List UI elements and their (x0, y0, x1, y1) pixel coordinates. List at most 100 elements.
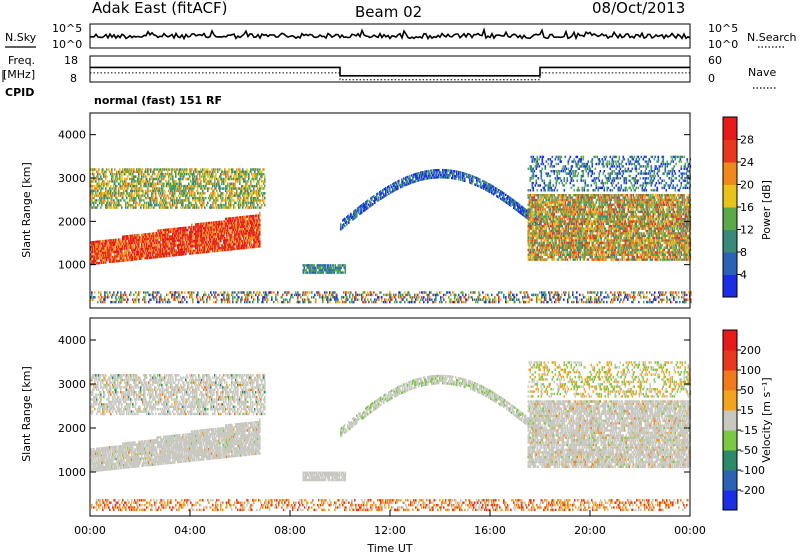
radar-cell (92, 299, 94, 301)
radar-cell (590, 296, 592, 298)
radar-cell (482, 291, 484, 293)
radar-cell (173, 247, 175, 249)
radar-cell (604, 296, 606, 298)
radar-cell (168, 299, 170, 301)
radar-cell (612, 294, 614, 296)
radar-cell (195, 228, 197, 230)
radar-cell (152, 192, 154, 194)
radar-cell (329, 294, 331, 296)
radar-cell (259, 291, 261, 293)
radar-cell (327, 299, 329, 301)
radar-cell (513, 299, 515, 301)
radar-cell (470, 291, 472, 293)
radar-cell (598, 299, 600, 301)
radar-cell (452, 175, 454, 177)
radar-cell (156, 246, 158, 248)
radar-cell (189, 206, 191, 208)
radar-cell (513, 294, 515, 296)
radar-cell (225, 199, 227, 201)
radar-cell (130, 291, 132, 293)
radar-cell (185, 253, 187, 255)
radar-cell (222, 192, 224, 194)
radar-cell (117, 291, 119, 293)
radar-cell (211, 187, 213, 189)
radar-cell (199, 296, 201, 298)
radar-cell (601, 299, 603, 301)
radar-cell (213, 221, 215, 223)
radar-cell (503, 195, 505, 197)
radar-cell (337, 299, 339, 301)
radar-cell (367, 207, 369, 209)
radar-cell (261, 204, 263, 206)
radar-cell (297, 296, 299, 298)
radar-cell (118, 199, 120, 201)
radar-cell (535, 294, 537, 296)
radar-cell (136, 237, 138, 239)
radar-cell (111, 171, 113, 173)
radar-cell (132, 190, 134, 192)
radar-cell (199, 178, 201, 180)
radar-cell (440, 291, 442, 293)
radar-cell (156, 202, 158, 204)
radar-cell (244, 195, 246, 197)
radar-cell (119, 171, 121, 173)
radar-cell (501, 291, 503, 293)
radar-cell (229, 224, 231, 226)
radar-cell (421, 176, 423, 178)
radar-cell (153, 171, 155, 173)
radar-cell (567, 301, 569, 303)
radar-cell (606, 296, 608, 298)
radar-cell (217, 168, 219, 170)
radar-cell (508, 296, 510, 298)
radar-cell (440, 296, 442, 298)
radar-cell (95, 180, 97, 182)
radar-cell (497, 294, 499, 296)
radar-cell (687, 299, 689, 301)
radar-cell (239, 187, 241, 189)
radar-cell (225, 180, 227, 182)
radar-cell (505, 194, 507, 196)
radar-cell (213, 190, 215, 192)
radar-cell (133, 183, 135, 185)
radar-cell (594, 291, 596, 293)
radar-cell (186, 250, 188, 252)
radar-cell (150, 294, 152, 296)
radar-cell (458, 301, 460, 303)
radar-cell (116, 190, 118, 192)
radar-cell (126, 242, 128, 244)
radar-cell (138, 197, 140, 199)
radar-cell (292, 296, 294, 298)
radar-cell (212, 250, 214, 252)
radar-cell (346, 221, 348, 223)
radar-cell (207, 168, 209, 170)
radar-cell (416, 296, 418, 298)
radar-cell (588, 299, 590, 301)
radar-cell (244, 240, 246, 242)
radar-cell (191, 247, 193, 249)
radar-cell (248, 202, 250, 204)
radar-cell (424, 178, 426, 180)
radar-cell (234, 175, 236, 177)
radar-cell (231, 197, 233, 199)
radar-cell (214, 238, 216, 240)
radar-cell (146, 243, 148, 245)
radar-cell (242, 206, 244, 208)
radar-cell (554, 294, 556, 296)
radar-cell (227, 185, 229, 187)
radar-cell (210, 246, 212, 248)
radar-cell (114, 253, 116, 255)
radar-cell (355, 291, 357, 293)
radar-cell (161, 229, 163, 231)
radar-cell (617, 291, 619, 293)
radar-cell (238, 202, 240, 204)
radar-cell (627, 299, 629, 301)
radar-cell (100, 257, 102, 259)
radar-cell (159, 178, 161, 180)
radar-cell (237, 180, 239, 182)
radar-cell (460, 299, 462, 301)
radar-cell (185, 204, 187, 206)
radar-cell (683, 296, 685, 298)
radar-cell (205, 294, 207, 296)
radar-cell (108, 168, 110, 170)
radar-cell (300, 296, 302, 298)
